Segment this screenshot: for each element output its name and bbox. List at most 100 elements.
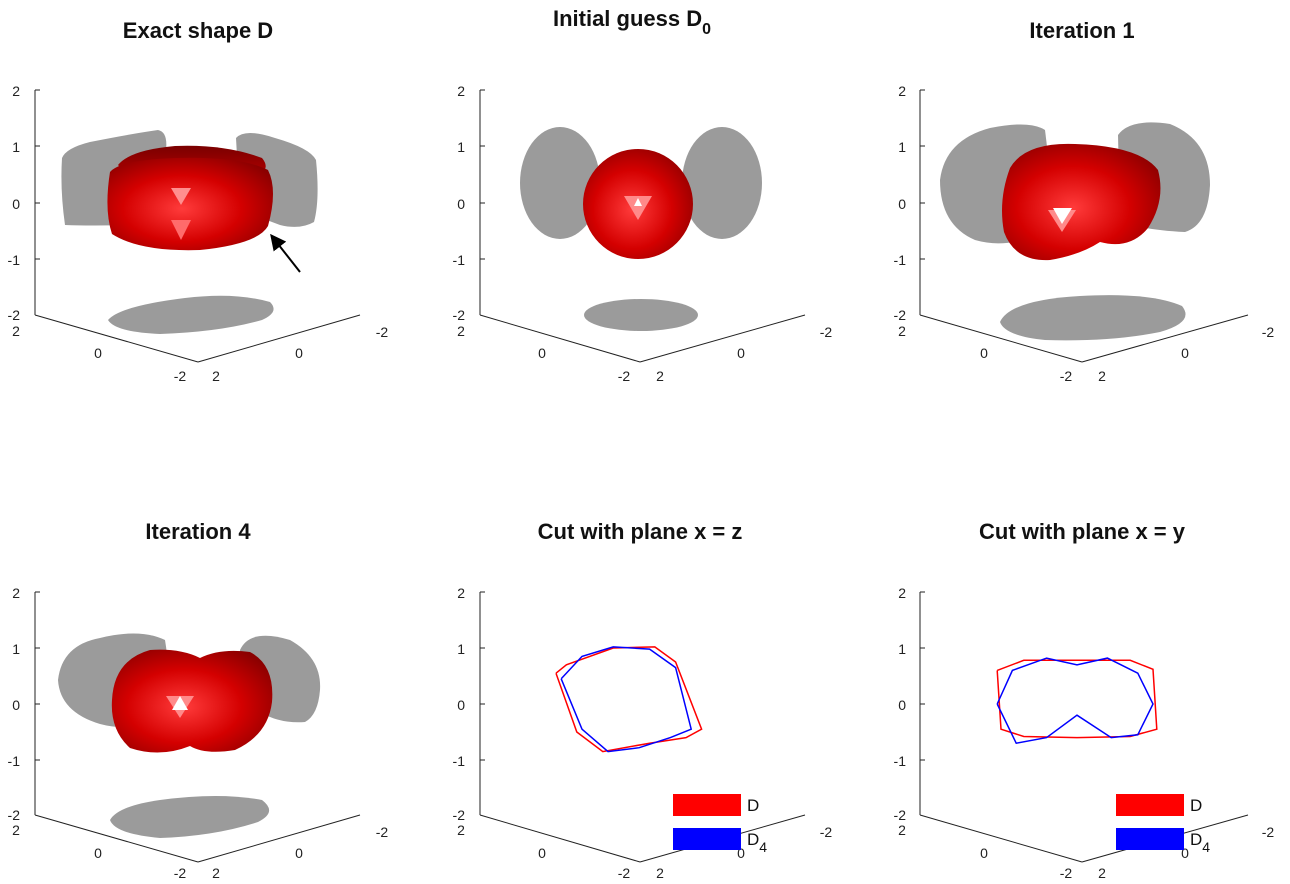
y-tick: -2	[376, 824, 389, 840]
z-tick: -1	[894, 753, 907, 769]
axes-3d: 2 1 0 -1 -2 2 0 -2 2 0 -2	[453, 585, 833, 881]
panel-title: Cut with plane x = y	[979, 519, 1186, 544]
z-tick: 2	[898, 585, 906, 601]
y-tick: 0	[1181, 345, 1189, 361]
x-tick: 0	[980, 345, 988, 361]
cut-curve-d	[996, 659, 1158, 739]
z-tick: -2	[8, 307, 21, 323]
projection-bottom	[110, 796, 270, 838]
panel-title: Iteration 4	[145, 519, 251, 544]
y-tick: -2	[1262, 324, 1275, 340]
cut-curves	[555, 646, 703, 753]
y-tick: 0	[295, 345, 303, 361]
z-tick: -2	[894, 307, 907, 323]
projection-bottom	[108, 295, 274, 334]
panel-exact-shape: Exact shape D 2 1 0 -1 -2 2 0 -2 2 0 -2	[8, 18, 389, 384]
y-tick: 2	[212, 368, 220, 384]
legend: D D4	[1116, 794, 1210, 855]
shape-body	[1002, 143, 1161, 261]
y-tick: 2	[656, 865, 664, 881]
x-tick: -2	[1060, 368, 1073, 384]
z-tick: 2	[457, 585, 465, 601]
projection-right	[682, 127, 762, 239]
legend-swatch-d	[673, 794, 741, 816]
highlight	[624, 196, 652, 220]
highlight	[171, 188, 191, 205]
panel-title: Initial guess D0	[553, 6, 711, 38]
z-tick: 0	[12, 196, 20, 212]
y-tick: -2	[376, 324, 389, 340]
x-tick: -2	[174, 865, 187, 881]
x-tick: 0	[538, 345, 546, 361]
panel-title: Iteration 1	[1029, 18, 1134, 43]
highlight	[634, 198, 642, 206]
z-tick: 0	[12, 697, 20, 713]
cut-curves	[996, 657, 1158, 745]
arrow-annotation	[270, 233, 301, 273]
panel-title: Cut with plane x = z	[538, 519, 743, 544]
legend-label: D4	[747, 830, 767, 855]
x-tick: -2	[174, 368, 187, 384]
axes-3d: 2 1 0 -1 -2 2 0 -2 2 0 -2	[453, 83, 833, 384]
panel-iteration-4: Iteration 4 2 1 0 -1 -2 2 0 -2 2 0 -2	[8, 519, 389, 881]
z-tick: 0	[457, 697, 465, 713]
panel-cut-xz: Cut with plane x = z 2 1 0 -1 -2 2 0 -2 …	[453, 519, 833, 881]
y-tick: 2	[656, 368, 664, 384]
z-tick: 1	[12, 641, 20, 657]
panel-title: Exact shape D	[123, 18, 273, 43]
y-tick: -2	[1262, 824, 1275, 840]
legend-swatch-d4	[1116, 828, 1184, 850]
z-tick: 1	[457, 641, 465, 657]
cut-curve-d4	[560, 646, 693, 753]
y-tick: 0	[737, 345, 745, 361]
x-tick: 2	[12, 822, 20, 838]
x-tick: 2	[457, 323, 465, 339]
x-tick: 2	[898, 822, 906, 838]
x-tick: 2	[457, 822, 465, 838]
x-tick: -2	[618, 865, 631, 881]
axes-3d: 2 1 0 -1 -2 2 0 -2 2 0 -2	[8, 585, 389, 881]
y-tick: 2	[1098, 865, 1106, 881]
projection-left	[520, 127, 600, 239]
y-axis-line	[197, 314, 361, 363]
z-tick: 2	[898, 83, 906, 99]
y-tick: 2	[1098, 368, 1106, 384]
y-tick: 0	[295, 845, 303, 861]
z-tick: -2	[453, 307, 466, 323]
legend: D D4	[673, 794, 767, 855]
projection-bottom	[1000, 295, 1186, 341]
y-tick: 0	[1181, 845, 1189, 861]
panel-initial-guess: Initial guess D0 2 1 0 -1 -2 2 0 -2 2 0 …	[453, 6, 833, 384]
panel-iteration-1: Iteration 1 2 1 0 -1 -2 2 0 -2 2 0 -2	[894, 18, 1275, 384]
z-tick: 0	[898, 697, 906, 713]
x-tick: 0	[94, 345, 102, 361]
x-tick: -2	[618, 368, 631, 384]
z-tick: 2	[12, 585, 20, 601]
cut-curve-d	[555, 646, 703, 753]
x-tick: 0	[94, 845, 102, 861]
x-tick: 2	[898, 323, 906, 339]
y-tick: 0	[737, 845, 745, 861]
panel-cut-xy: Cut with plane x = y 2 1 0 -1 -2 2 0 -2 …	[894, 519, 1275, 881]
z-tick: -2	[453, 807, 466, 823]
highlight	[1053, 208, 1072, 224]
z-tick: 1	[898, 641, 906, 657]
x-tick: -2	[1060, 865, 1073, 881]
y-tick: 2	[212, 865, 220, 881]
z-tick: 2	[12, 83, 20, 99]
legend-label: D4	[1190, 830, 1210, 855]
x-axis-line	[34, 314, 199, 363]
highlight	[171, 220, 191, 240]
x-tick: 2	[12, 323, 20, 339]
z-tick: -1	[8, 252, 21, 268]
axes-3d: 2 1 0 -1 -2 2 0 -2 2 0 -2	[894, 585, 1275, 881]
z-tick: -1	[453, 753, 466, 769]
x-tick: 0	[980, 845, 988, 861]
legend-swatch-d4	[673, 828, 741, 850]
cut-curve-d4	[996, 657, 1154, 745]
projection-bottom	[584, 299, 698, 331]
shape-body	[107, 157, 273, 251]
axes-3d: 2 1 0 -1 -2 2 0 -2 2 0 -2	[894, 83, 1275, 384]
legend-swatch-d	[1116, 794, 1184, 816]
